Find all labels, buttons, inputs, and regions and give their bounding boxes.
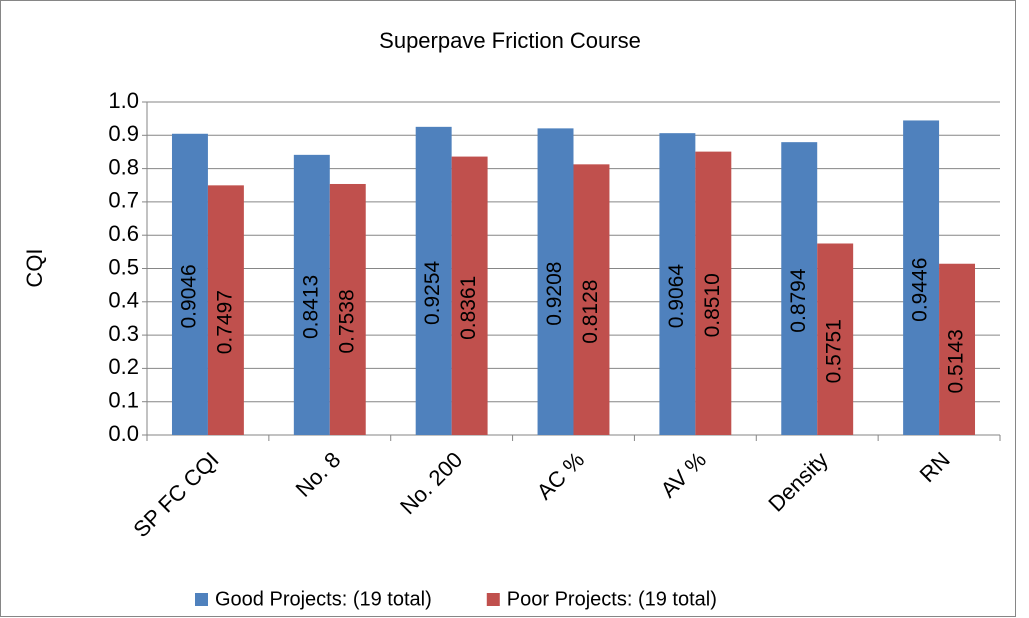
y-tick-label: 0.3 <box>108 321 139 346</box>
bar <box>695 151 732 435</box>
y-axis-label: CQI <box>22 248 47 287</box>
bar <box>573 164 610 436</box>
data-label: 0.8510 <box>701 273 724 337</box>
data-label: 0.8413 <box>299 275 322 339</box>
y-tick-label: 0.8 <box>108 154 139 179</box>
bar <box>293 154 330 435</box>
y-tick-label: 0.1 <box>108 388 139 413</box>
bar <box>171 133 208 436</box>
bar <box>903 120 940 436</box>
data-label: 0.9046 <box>178 264 201 328</box>
chart-title: Superpave Friction Course <box>379 28 641 53</box>
data-label: 0.7497 <box>213 290 236 354</box>
bar <box>415 126 452 435</box>
y-tick-label: 1.0 <box>108 88 139 113</box>
bar <box>781 142 818 436</box>
y-tick-label: 0.4 <box>108 288 139 313</box>
legend-swatch <box>486 593 500 606</box>
data-label: 0.8128 <box>579 280 602 344</box>
data-label: 0.8794 <box>787 268 810 333</box>
data-label: 0.9254 <box>421 260 444 325</box>
bar <box>939 263 976 435</box>
bar <box>537 128 574 435</box>
bar <box>659 133 696 435</box>
bar <box>329 183 366 435</box>
y-tick-label: 0.6 <box>108 221 139 246</box>
y-tick-label: 0.2 <box>108 354 139 379</box>
y-tick-label: 0.7 <box>108 188 139 213</box>
data-label: 0.9208 <box>543 262 566 326</box>
y-tick-label: 0.0 <box>108 421 139 446</box>
bar <box>451 156 488 435</box>
data-label: 0.9446 <box>909 258 932 322</box>
data-label: 0.5751 <box>823 319 846 383</box>
legend-swatch <box>195 593 208 606</box>
data-label: 0.5143 <box>945 329 968 393</box>
data-label: 0.7538 <box>335 289 358 353</box>
y-tick-label: 0.5 <box>108 254 139 279</box>
y-tick-label: 0.9 <box>108 121 139 146</box>
data-label: 0.9064 <box>665 264 688 329</box>
bar <box>207 185 244 435</box>
legend-label: Good Projects: (19 total) <box>215 588 432 610</box>
bar <box>817 243 854 435</box>
data-label: 0.8361 <box>457 276 480 340</box>
legend-label: Poor Projects: (19 total) <box>507 588 717 610</box>
